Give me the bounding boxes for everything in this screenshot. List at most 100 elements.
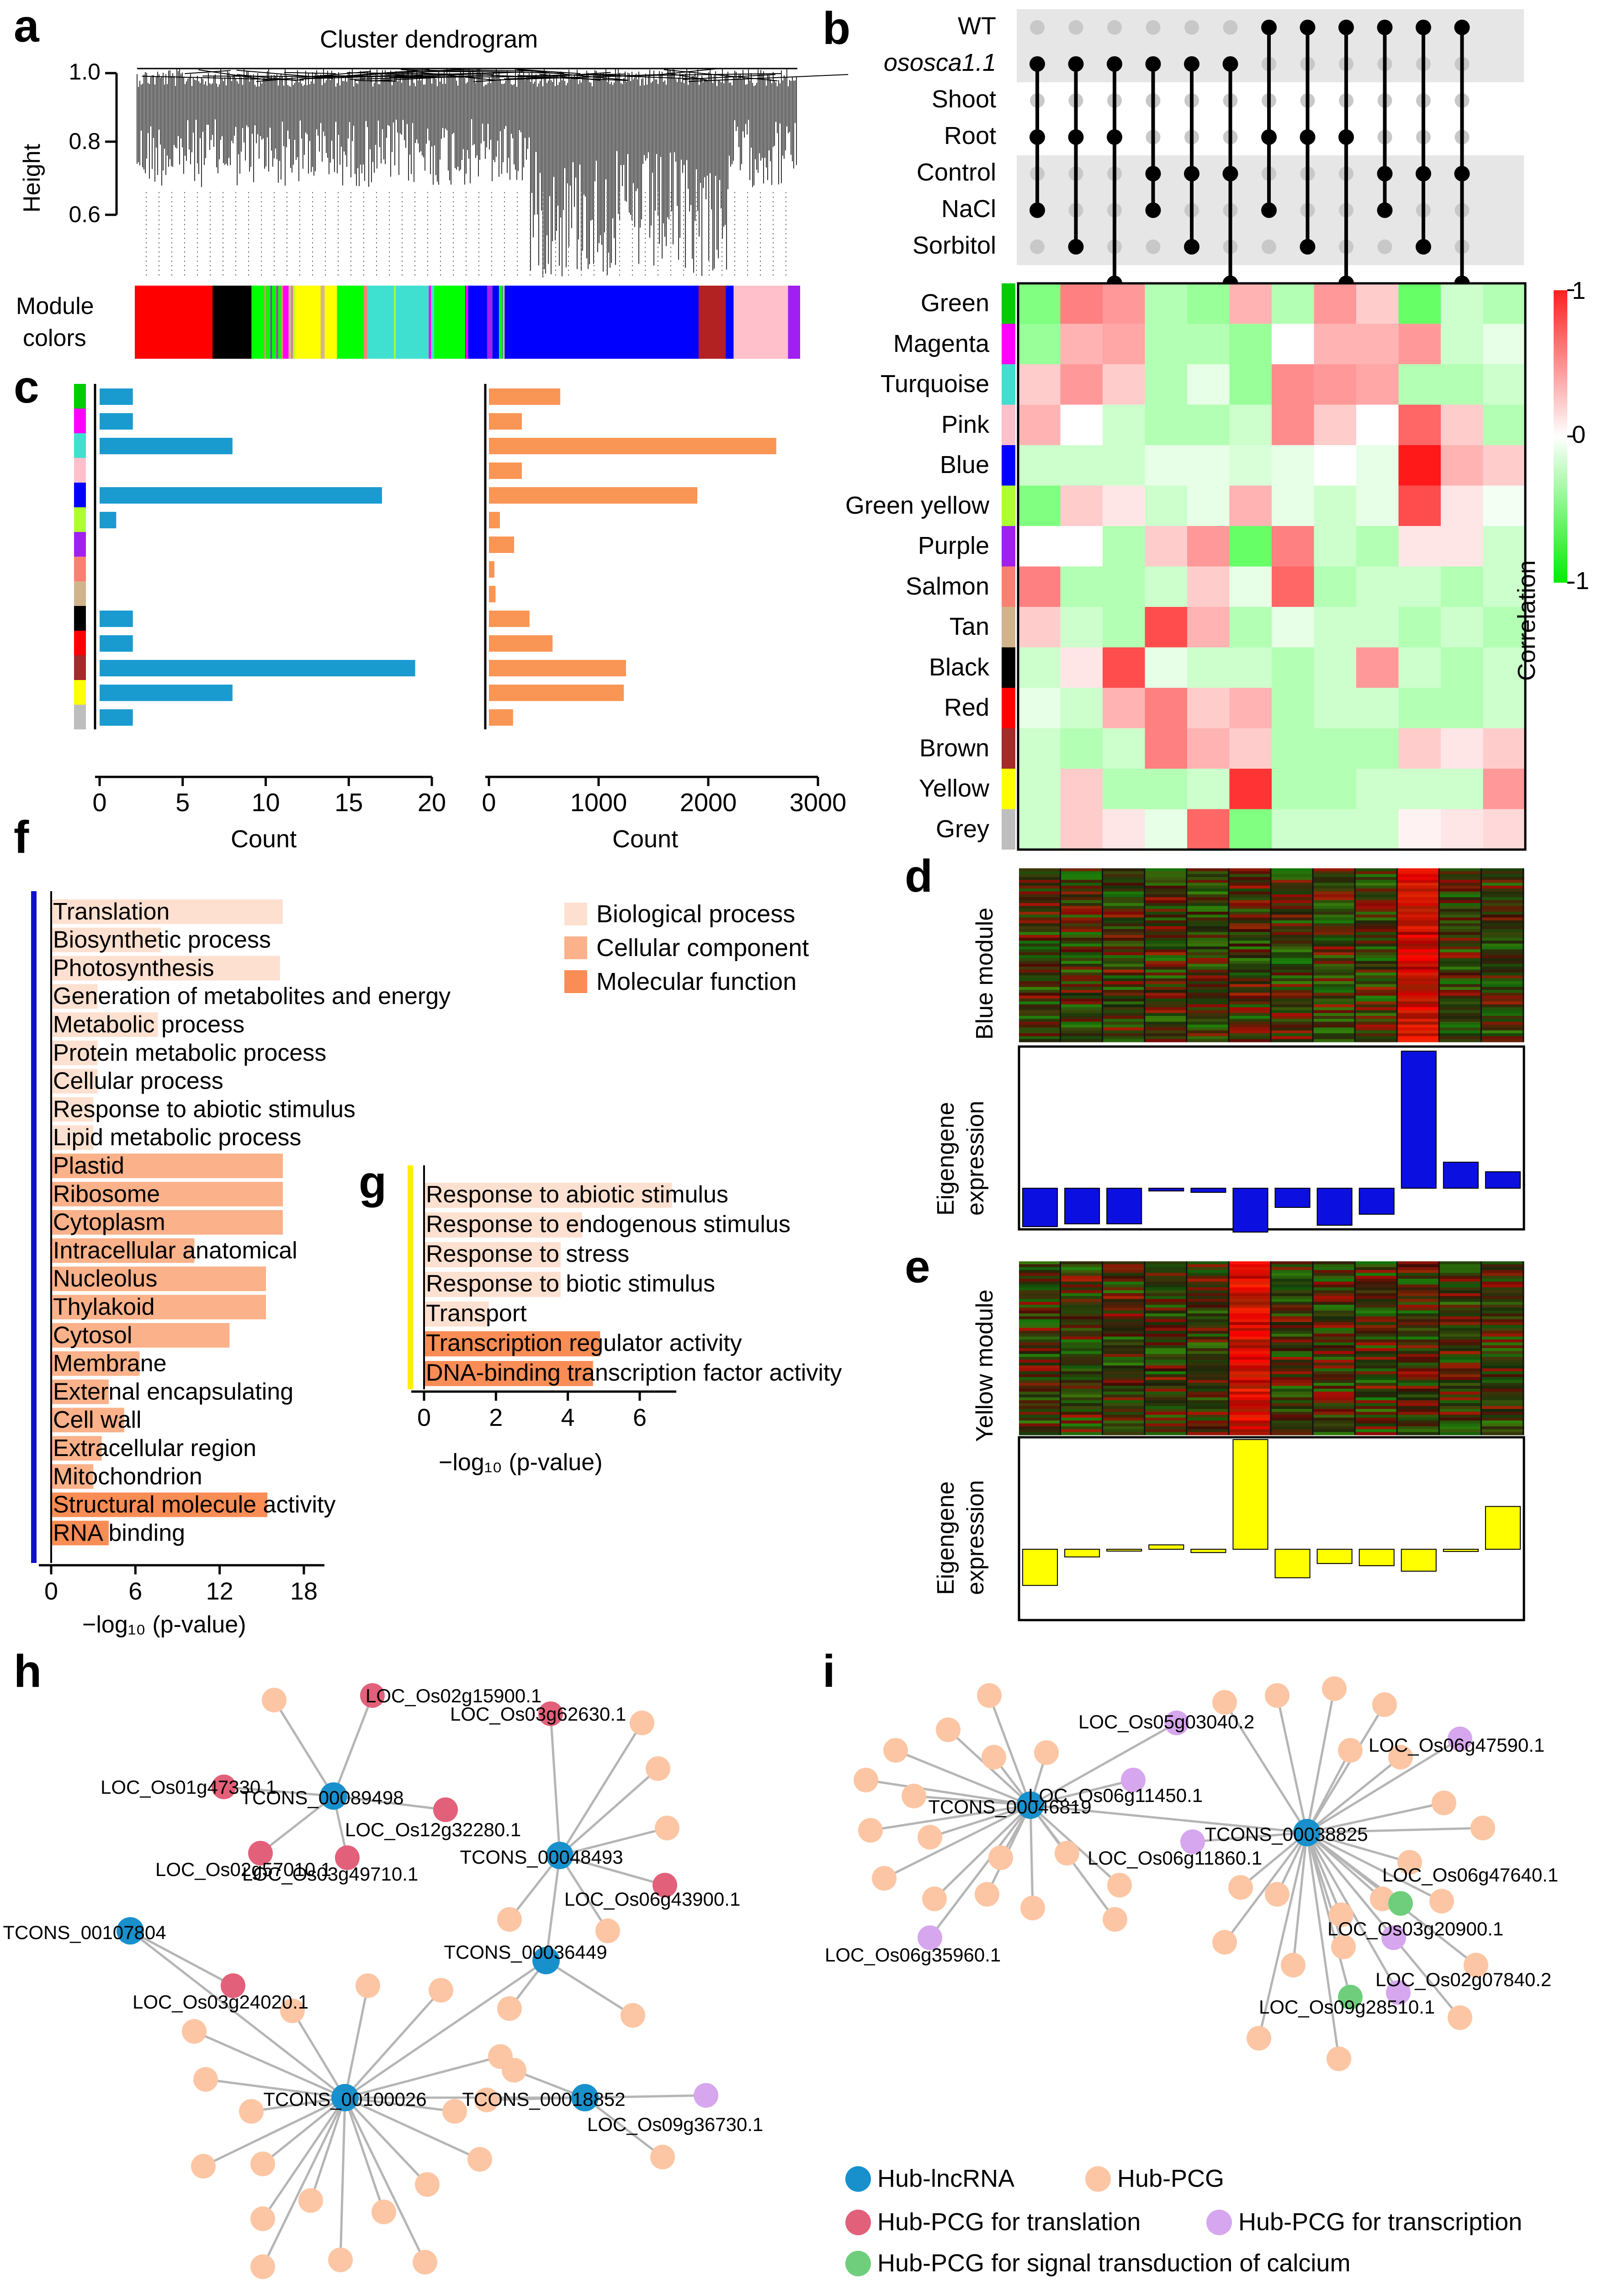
network-node-pcg — [1388, 1745, 1413, 1770]
network-node-pcg — [1020, 1896, 1045, 1920]
network-node-pcg — [872, 1866, 897, 1891]
network-node-label: TCONS_00036449 — [444, 1941, 607, 1963]
module-label: Green — [920, 289, 989, 317]
network-node-pcg — [902, 1784, 926, 1808]
f-bar — [51, 1012, 158, 1037]
heatmap-cell — [1398, 283, 1441, 324]
heatmap-cell — [1272, 445, 1314, 486]
heatmap-cell — [1398, 688, 1441, 728]
matrix-dot-filled — [1454, 166, 1470, 181]
matrix-dot-filled — [1184, 56, 1199, 72]
f-ticklabel: 12 — [206, 1578, 234, 1605]
module-color-swatch — [1002, 526, 1015, 567]
heatmap-cell — [1145, 364, 1188, 405]
network-node-label: LOC_Os06g11860.1 — [1088, 1847, 1262, 1869]
c-lnc-ticklabel: 0 — [92, 788, 106, 817]
network-node-pcg — [1228, 1875, 1253, 1900]
heatmap-cell — [1145, 809, 1188, 850]
network-node-lncrna — [331, 2084, 359, 2111]
network-legend-label: Hub-PCG for translation — [877, 2208, 1141, 2236]
network-node-pcg — [328, 2248, 353, 2272]
heatmap-cell — [1060, 809, 1103, 850]
panel-label-b: b — [823, 3, 851, 54]
heatmap-cell — [1018, 485, 1061, 526]
heatmap-cell — [1441, 404, 1483, 446]
f-ticklabel: 0 — [44, 1578, 58, 1605]
heatmap-cell — [1441, 324, 1483, 365]
heatmap-cell — [1314, 647, 1357, 688]
f-side-bar — [31, 891, 37, 1563]
network-node-pcg — [975, 1882, 999, 1907]
matrix-dot-filled — [1184, 166, 1199, 181]
f-legend-label: Cellular component — [596, 934, 809, 962]
f-bar — [51, 1210, 283, 1235]
heatmap-cell — [1018, 324, 1061, 365]
network-node-pcg — [621, 2003, 645, 2028]
heatmap-cell — [1103, 566, 1145, 607]
matrix-dot-empty — [1146, 239, 1161, 254]
matrix-dot-filled — [1300, 20, 1316, 35]
network-node-pcg — [298, 2188, 323, 2213]
matrix-dot-filled — [1184, 239, 1199, 255]
network-node-pcg — [646, 1756, 670, 1781]
heatmap-cell — [1356, 324, 1399, 365]
lnc-bar — [100, 611, 133, 627]
blue-eigengene-bar — [1148, 1188, 1184, 1191]
f-term-label: Plastid — [53, 1153, 124, 1179]
network-legend-label: Hub-PCG for signal transduction of calci… — [877, 2249, 1351, 2277]
network-node-pcg — [1121, 1768, 1146, 1792]
g-ticklabel: 6 — [633, 1404, 647, 1431]
heatmap-cell — [1441, 283, 1483, 324]
blue-eigengene-bar — [1485, 1171, 1521, 1189]
network-node-pcg — [538, 1701, 563, 1726]
blue-eigengene-bar — [1022, 1188, 1058, 1227]
heatmap-cell — [1272, 526, 1314, 567]
heatmap-cell — [1483, 324, 1526, 365]
heatmap-cell — [1483, 809, 1526, 850]
heatmap-cell — [1356, 404, 1399, 446]
matrix-dot-filled — [1416, 166, 1431, 181]
network-legend-label: Hub-lncRNA — [877, 2165, 1015, 2192]
network-node-label: LOC_Os09g36730.1 — [587, 2114, 763, 2135]
colorbar-tick-neg1: -1 — [1567, 567, 1590, 595]
yellow-module-heatmap — [1019, 1261, 1524, 1435]
heatmap-cell — [1398, 364, 1441, 405]
network-node-pcg — [1329, 1903, 1353, 1927]
module-label: Brown — [919, 734, 989, 762]
heatmap-cell — [1187, 607, 1230, 648]
network-legend-swatch — [845, 2210, 871, 2235]
network-node-pcg — [883, 1738, 908, 1763]
network-node-label: LOC_Os03g24020.1 — [133, 1991, 308, 2013]
matrix-dot-filled — [1222, 166, 1238, 181]
f-term-label: Lipid metabolic process — [53, 1124, 301, 1151]
e-ylabel-top: Yellow module — [971, 1289, 998, 1442]
heatmap-cell — [1060, 566, 1103, 607]
heatmap-cell — [1398, 809, 1441, 850]
heatmap-cell — [1356, 809, 1399, 850]
g-term-label: Response to biotic stimulus — [426, 1270, 715, 1297]
heatmap-cell — [1187, 485, 1230, 526]
f-bar — [51, 1492, 268, 1517]
module-color-swatch — [1002, 728, 1015, 769]
heatmap-cell — [1483, 364, 1526, 405]
blue-eigengene-bar — [1443, 1162, 1479, 1189]
network-node-pcg — [1103, 1907, 1127, 1932]
heatmap-cell — [1060, 445, 1103, 486]
network-node-pcg — [1265, 1683, 1290, 1708]
f-legend-swatch — [564, 936, 587, 959]
heatmap-cell — [1398, 445, 1441, 486]
network-node-pcg — [858, 1818, 883, 1843]
panel-label-i: i — [823, 1646, 835, 1697]
heatmap-cell — [1187, 404, 1230, 446]
network-node-label: LOC_Os09g28510.1 — [1259, 1996, 1435, 2018]
pcg-bar — [489, 660, 626, 676]
f-term-label: Extracellular region — [53, 1435, 256, 1462]
f-bar — [51, 956, 280, 981]
f-term-label: Thylakoid — [53, 1294, 155, 1320]
pcg-bar — [489, 413, 522, 430]
heatmap-cell — [1483, 283, 1526, 324]
heatmap-cell — [1441, 566, 1483, 607]
network-node-label: LOC_Os03g20900.1 — [1327, 1918, 1503, 1940]
c-module-swatch — [74, 458, 86, 483]
network-node-pcg — [655, 1816, 679, 1840]
